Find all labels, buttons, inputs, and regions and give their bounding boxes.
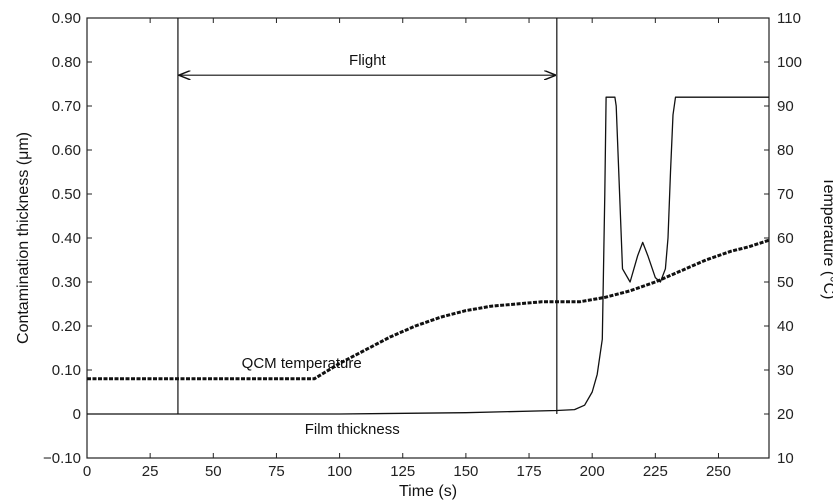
series-annotation: QCM temperature xyxy=(242,355,362,372)
series-annotation: Film thickness xyxy=(305,421,400,438)
y-axis-left-title: Contamination thickness (μm) xyxy=(15,132,32,344)
plot-frame xyxy=(86,17,770,459)
y-right-tick-label: 20 xyxy=(777,406,794,423)
x-tick-label: 100 xyxy=(327,463,352,480)
film-thickness-line xyxy=(87,96,769,415)
y-left-tick-label: 0 xyxy=(73,406,81,423)
y-right-tick-label: 40 xyxy=(777,318,794,335)
x-tick-label: 200 xyxy=(580,463,605,480)
x-tick-label: 75 xyxy=(268,463,285,480)
y-right-tick-label: 100 xyxy=(777,54,802,71)
y-left-tick-label: 0.70 xyxy=(52,98,81,115)
x-tick-label: 0 xyxy=(83,463,91,480)
x-tick-label: 250 xyxy=(706,463,731,480)
y-right-tick-label: 110 xyxy=(777,10,801,27)
y-left-tick-label: 0.90 xyxy=(52,10,81,27)
y-axis-right-title: Temperature (°C) xyxy=(820,177,833,300)
x-tick-label: 25 xyxy=(142,463,159,480)
y-right-tick-label: 90 xyxy=(777,98,794,115)
y-left-tick-label: 0.60 xyxy=(52,142,81,159)
y-left-tick-label: 0.80 xyxy=(52,54,81,71)
flight-label: Flight xyxy=(349,52,387,69)
y-right-tick-label: 70 xyxy=(777,186,794,203)
x-tick-label: 225 xyxy=(643,463,668,480)
qcm-temperature-line xyxy=(87,238,770,381)
y-left-tick-label: 0.10 xyxy=(52,362,81,379)
y-right-tick-label: 10 xyxy=(777,450,794,467)
y-right-tick-label: 80 xyxy=(777,142,794,159)
y-left-tick-label: 0.50 xyxy=(52,186,81,203)
y-right-tick-label: 60 xyxy=(777,230,794,247)
series-layer xyxy=(87,96,770,415)
x-tick-label: 150 xyxy=(453,463,478,480)
y-left-tick-label: 0.20 xyxy=(52,318,81,335)
y-right-tick-label: 50 xyxy=(777,274,794,291)
x-tick-label: 175 xyxy=(517,463,542,480)
x-tick-label: 125 xyxy=(390,463,415,480)
y-left-tick-label: 0.30 xyxy=(52,274,81,291)
ticks-layer: 0 25 50 75 100 125 150 175 200 225 250−0.1000.100.… xyxy=(43,10,802,480)
x-tick-label: 50 xyxy=(205,463,222,480)
y-left-tick-label: −0.10 xyxy=(43,450,81,467)
x-axis-title: Time (s) xyxy=(399,483,457,500)
flight-vlines xyxy=(177,18,558,414)
y-right-tick-label: 30 xyxy=(777,362,794,379)
annotations-layer: Flight QCM temperature Film thickness xyxy=(180,52,555,438)
y-left-tick-label: 0.40 xyxy=(52,230,81,247)
